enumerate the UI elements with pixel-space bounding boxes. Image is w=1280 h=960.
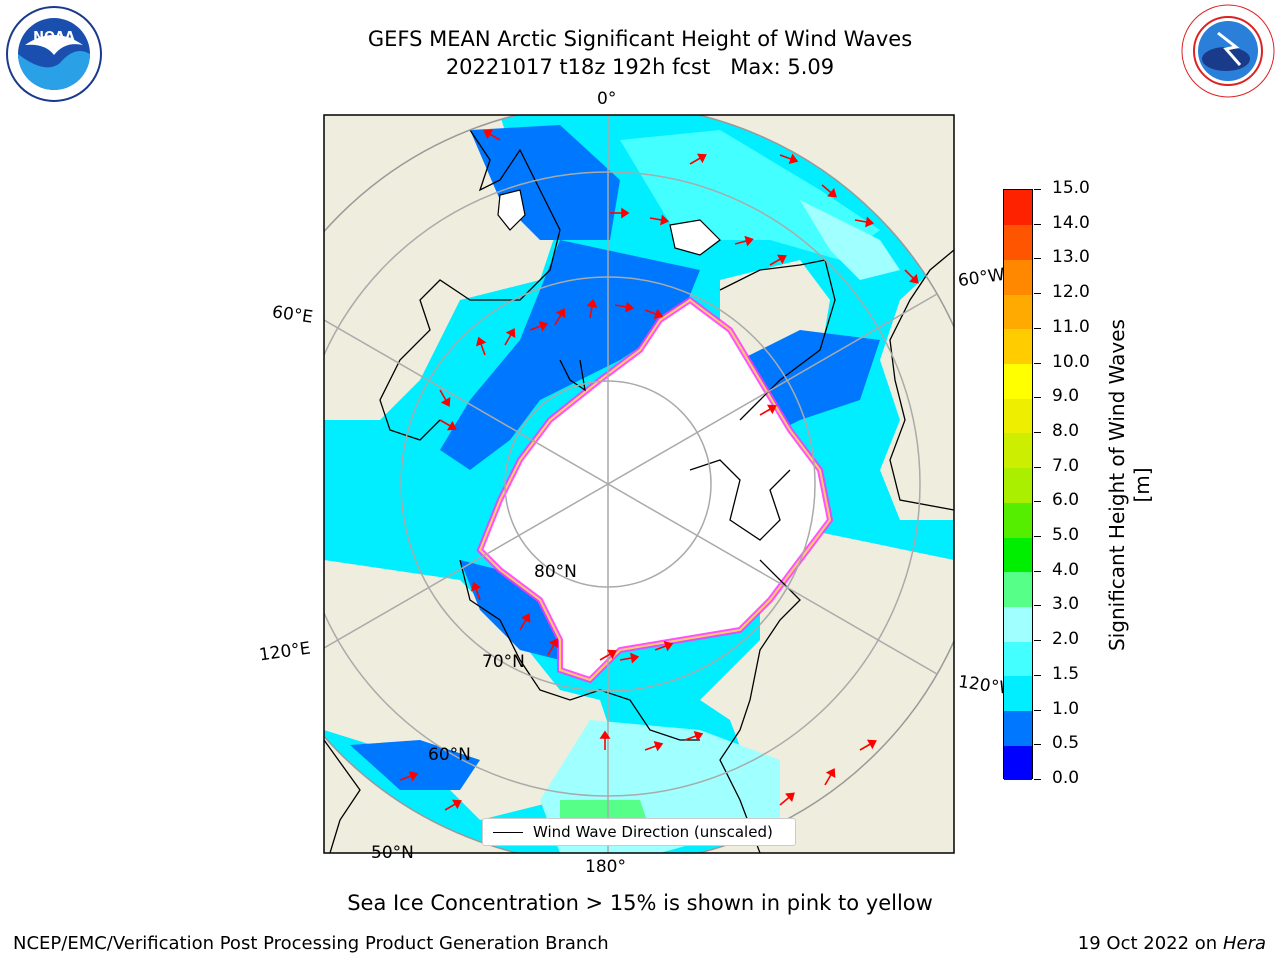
colorbar-segment [1004, 467, 1032, 503]
colorbar-title: Significant Height of Wind Waves [m] [1105, 319, 1154, 651]
colorbar-tick-label: 4.0 [1052, 559, 1080, 580]
colorbar-tick-label: 0.5 [1052, 733, 1080, 754]
colorbar-tick [1034, 536, 1041, 538]
legend-label: Wind Wave Direction (unscaled) [533, 823, 773, 841]
colorbar-segment [1004, 502, 1032, 538]
colorbar-segment [1004, 537, 1032, 573]
lat-label-70n: 70°N [482, 652, 525, 672]
colorbar-tick-label: 1.5 [1052, 663, 1080, 684]
map-frame [323, 114, 955, 854]
colorbar-tick-label: 9.0 [1052, 386, 1080, 407]
sea-ice-region [480, 300, 830, 680]
colorbar-tick-label: 10.0 [1052, 351, 1090, 372]
coastlines [324, 129, 954, 853]
colorbar-segment [1004, 328, 1032, 365]
colorbar-tick [1034, 258, 1041, 260]
lat-label-50n: 50°N [371, 843, 414, 863]
lat-label-80n: 80°N [534, 562, 577, 582]
nws-logo [1181, 4, 1275, 98]
graticule [324, 115, 954, 853]
colorbar-tick-label: 5.0 [1052, 525, 1080, 546]
date-label: 19 Oct 2022 on [1077, 933, 1223, 954]
colorbar [1003, 189, 1033, 781]
colorbar-tick [1034, 327, 1041, 329]
colorbar-tick [1034, 674, 1041, 676]
colorbar-segment [1004, 571, 1032, 607]
colorbar-tick [1034, 223, 1041, 225]
colorbar-tick-label: 6.0 [1052, 490, 1080, 511]
colorbar-tick-label: 14.0 [1052, 212, 1090, 233]
lon-label-0: 0° [597, 89, 617, 109]
colorbar-tick-label: 12.0 [1052, 282, 1090, 303]
sea-ice-note: Sea Ice Concentration > 15% is shown in … [347, 891, 933, 915]
colorbar-segment [1004, 224, 1032, 260]
lat-label-60n: 60°N [428, 745, 471, 765]
chart-subtitle: 20221017 t18z 192h fcst Max: 5.09 [445, 55, 835, 79]
wind-wave-vectors [399, 129, 919, 811]
colorbar-tick-label: 8.0 [1052, 420, 1080, 441]
colorbar-tick [1034, 570, 1041, 572]
legend-line-sample [493, 832, 523, 833]
colorbar-tick-label: 7.0 [1052, 455, 1080, 476]
colorbar-tick [1034, 709, 1041, 711]
colorbar-tick [1034, 362, 1041, 364]
colorbar-tick-label: 15.0 [1052, 178, 1090, 198]
colorbar-tick [1034, 744, 1041, 746]
colorbar-segment [1004, 675, 1032, 712]
colorbar-tick-label: 3.0 [1052, 594, 1080, 615]
noaa-logo-text: NOAA [33, 30, 75, 45]
colorbar-tick [1034, 293, 1041, 295]
colorbar-segment [1004, 710, 1032, 746]
credit-text: NCEP/EMC/Verification Post Processing Pr… [13, 933, 609, 954]
host-name: Hera [1222, 933, 1266, 954]
vector-legend: Wind Wave Direction (unscaled) [482, 818, 796, 846]
colorbar-tick-label: 2.0 [1052, 629, 1080, 650]
colorbar-segment [1004, 398, 1032, 434]
date-text: 19 Oct 2022 on Hera [1078, 933, 1266, 954]
colorbar-segment [1004, 432, 1032, 469]
colorbar-tick [1034, 466, 1041, 468]
colorbar-segment [1004, 259, 1032, 295]
colorbar-segment [1004, 606, 1032, 642]
colorbar-segment [1004, 363, 1032, 399]
colorbar-segment [1004, 190, 1032, 226]
colorbar-segment [1004, 294, 1032, 330]
colorbar-segment [1004, 641, 1032, 677]
colorbar-tick [1034, 189, 1041, 190]
colorbar-segment [1004, 745, 1032, 781]
colorbar-tick [1034, 640, 1041, 642]
colorbar-tick [1034, 397, 1041, 399]
chart-title: GEFS MEAN Arctic Significant Height of W… [367, 27, 913, 51]
colorbar-tick [1034, 501, 1041, 503]
lon-label-180: 180° [585, 857, 626, 877]
colorbar-tick [1034, 605, 1041, 607]
colorbar-tick [1034, 431, 1041, 433]
colorbar-tick [1034, 779, 1041, 780]
colorbar-tick-label: 1.0 [1052, 698, 1080, 719]
colorbar-tick-label: 11.0 [1052, 316, 1090, 337]
colorbar-tick-label: 0.0 [1052, 768, 1080, 788]
colorbar-tick-label: 13.0 [1052, 247, 1090, 268]
noaa-logo: NOAA [6, 6, 102, 102]
